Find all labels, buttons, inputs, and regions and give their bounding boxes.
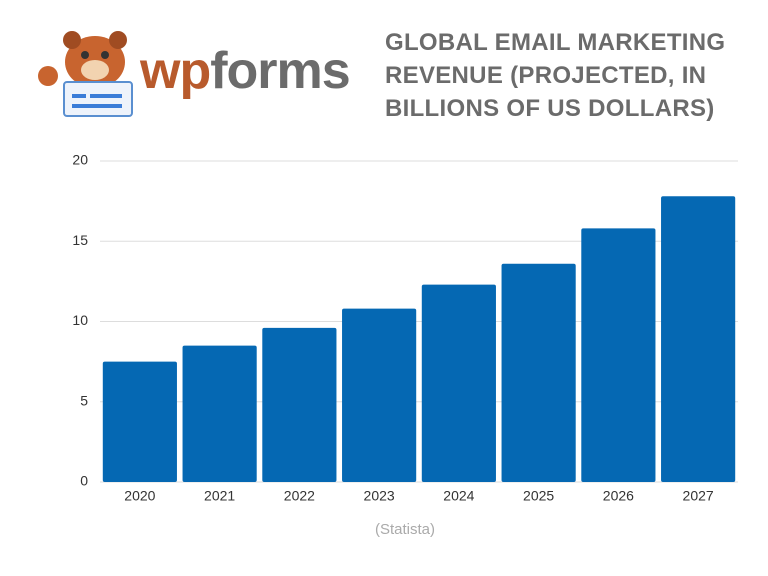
x-tick-label: 2027 [683, 488, 714, 504]
form-line [72, 94, 86, 98]
bear-ear [63, 31, 81, 49]
x-tick-label: 2021 [204, 488, 235, 504]
bear-eye [101, 51, 109, 59]
form-card [63, 81, 133, 117]
bar [102, 361, 177, 482]
brand-suffix: forms [210, 42, 349, 100]
bar [262, 327, 337, 482]
y-tick-label: 5 [80, 392, 88, 408]
chart-title: GLOBAL EMAIL MARKETING REVENUE (PROJECTE… [385, 29, 726, 122]
bar [421, 284, 496, 482]
bar [501, 263, 576, 482]
source: (Statista) [375, 521, 435, 538]
bear-ear [109, 31, 127, 49]
brand-text: wpforms [139, 42, 350, 100]
bar [342, 308, 417, 482]
bear-snout [81, 60, 109, 80]
x-tick-label: 2024 [443, 488, 474, 504]
y-tick-label: 20 [72, 152, 88, 168]
x-tick-label: 2025 [523, 488, 554, 504]
bear-eye [81, 51, 89, 59]
bar [182, 345, 257, 482]
y-tick-label: 0 [80, 473, 88, 489]
form-line [90, 94, 122, 98]
y-tick-label: 15 [72, 232, 88, 248]
logo: wpforms [38, 31, 351, 117]
x-tick-label: 2020 [124, 488, 155, 504]
bear-paw [38, 66, 58, 86]
x-tick-label: 2026 [603, 488, 634, 504]
brand-prefix: wp [139, 42, 210, 100]
x-tick-label: 2023 [364, 488, 395, 504]
bar [661, 196, 736, 482]
bar [581, 228, 656, 482]
form-line [72, 104, 122, 108]
y-tick-label: 10 [72, 312, 88, 328]
x-tick-label: 2022 [284, 488, 315, 504]
